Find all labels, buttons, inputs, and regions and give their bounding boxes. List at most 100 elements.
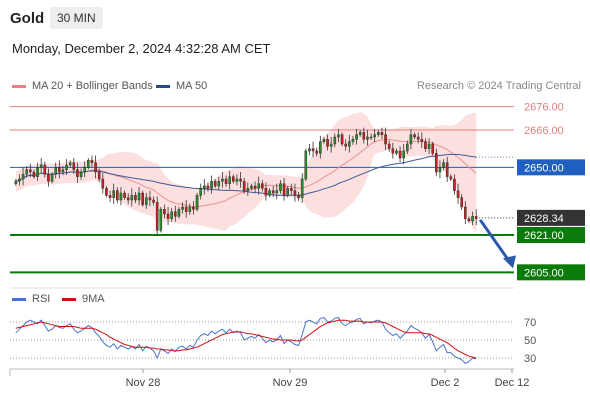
legend-item-ma50: MA 50 [156,80,207,92]
candle-body [163,209,166,215]
legend-label: MA 50 [176,80,208,92]
candle [145,193,148,209]
candle-body [366,136,369,140]
candle [232,174,235,184]
candle [242,177,246,194]
candle-body [275,190,279,194]
candle [47,168,50,187]
candle-body [224,178,228,184]
candle-body [391,148,395,154]
candle [369,133,373,141]
candle [322,137,326,144]
candle-body [474,216,478,219]
level-label-target: 2605.00 [524,267,564,279]
candle [206,182,210,192]
candle [36,162,39,181]
candle-body [453,178,456,191]
candle-body [213,181,217,187]
candle [474,209,478,225]
candle [445,156,449,182]
rsi-9ma-line [15,319,477,359]
candle-body [413,134,416,138]
candle-body [384,134,387,145]
candle [235,174,239,186]
candle [380,127,384,139]
x-tick-label: Dec 12 [495,377,530,389]
candle [65,159,68,175]
candle-body [402,150,405,159]
candle [362,127,366,144]
candle [170,208,173,222]
candle [464,201,467,224]
candle [264,182,268,201]
candle [471,211,474,226]
candle-body [68,162,72,166]
last-price-box [517,209,585,226]
candle-body [130,195,134,201]
candle-body [377,132,380,135]
candle-body [340,134,344,145]
candle-body [72,162,76,170]
rsi-legend-9ma: 9MA [62,293,105,305]
candle [130,188,134,207]
candle [427,138,431,154]
rsi-tick-label: 50 [524,335,536,347]
candle-body [290,188,293,191]
candle-body [195,195,199,210]
candle [420,132,424,148]
candle-body [406,143,409,152]
candle-body [177,209,181,217]
candle-body [322,139,326,142]
legend-label: MA 20 + Bollinger Bands [32,80,153,92]
candle-body [286,188,289,196]
candle [460,194,463,211]
candle-body [456,190,460,198]
candle [54,162,57,179]
level-label-pivot: 2650.00 [524,162,564,174]
candle [253,181,257,193]
candle-body [54,167,57,175]
candle [163,204,166,219]
candle [181,202,184,214]
candle [166,207,170,225]
ma50-line [15,153,477,197]
candle-body [108,195,112,198]
level-label-support: 2621.00 [524,230,564,242]
candle [453,174,456,195]
candle [90,155,94,167]
symbol-title: Gold [10,10,45,27]
candle-body [174,211,177,217]
level-label-resistance: 2666.00 [524,125,564,137]
timeframe-button[interactable]: 30 MIN [50,7,103,29]
candle [311,141,315,158]
candle-body [242,181,246,191]
candle-body [83,167,86,173]
candle [398,146,402,163]
candle-body [25,169,28,175]
candle [315,147,318,157]
candle [213,179,217,189]
candle [337,128,340,143]
candle-body [94,162,97,173]
candle [326,134,329,151]
candle-body [373,134,376,138]
x-tick-label: Dec 2 [431,377,460,389]
candle-body [232,176,235,182]
level-label-resistance-far: 2676.00 [524,102,564,114]
candle [116,187,119,204]
candle [195,193,199,212]
candle [377,130,380,137]
candle-body [210,181,213,189]
legend-swatch [156,84,170,88]
candle-body [464,206,467,219]
candle-body [431,143,434,154]
level-label-box-support [517,227,585,243]
level-label-box-pivot [517,159,585,176]
candle-body [76,169,79,177]
projection-arrow-shaft [478,219,512,264]
candle [94,155,97,179]
candle-body [105,188,108,196]
candle-body [460,197,463,208]
candle [402,144,405,165]
